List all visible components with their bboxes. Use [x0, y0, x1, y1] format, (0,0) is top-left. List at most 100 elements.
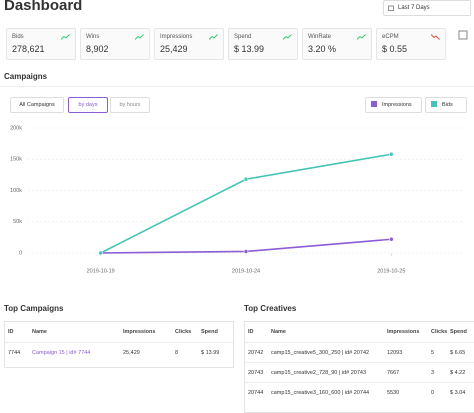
trend-icon	[209, 34, 218, 40]
header-cell: ID	[8, 329, 14, 335]
legend-item[interactable]: Impressions	[365, 97, 422, 113]
table-header: ID Name Impressions Clicks Spend	[5, 322, 233, 342]
trend-icon	[431, 34, 440, 40]
y-tick-label: 100k	[10, 188, 22, 194]
series-line	[100, 153, 392, 254]
header-cell: Name	[32, 329, 47, 335]
table-row: 7744 Campaign 15 | id# 7744 25,429 8 $ 13.99	[5, 342, 233, 363]
stat-value: $ 0.55	[382, 44, 408, 54]
stat-label: Impressions	[160, 34, 193, 40]
trend-line	[209, 34, 218, 40]
calendar-icon	[388, 5, 394, 11]
y-tick-label: 50k	[13, 219, 22, 225]
stat-card: Spend $ 13.99	[228, 28, 298, 60]
stat-value: 3.20 %	[308, 44, 337, 54]
header-cell: Spend	[201, 329, 218, 335]
table-row: 20743 camp15_creative2_728_90 | id# 20743…	[245, 362, 474, 383]
legend-label: Impressions	[382, 102, 412, 108]
cell: $ 6.65	[450, 350, 466, 356]
trend-line	[431, 34, 440, 40]
x-tick-label: 2019-10-25	[377, 268, 405, 274]
cell: camp15_creative2_728_90 | id# 20743	[271, 370, 367, 376]
trend-line	[283, 34, 292, 40]
stat-label: WinRate	[308, 34, 332, 40]
x-tick-label: 2019-10-19	[87, 268, 115, 274]
date-picker[interactable]: Last 7 Days	[383, 0, 471, 16]
cell: 25,429	[123, 350, 140, 356]
trend-line	[61, 34, 70, 40]
stat-label: eCPM	[382, 34, 399, 40]
header-cell: Spend	[450, 329, 467, 335]
date-range: Last 7 Days	[398, 5, 430, 11]
y-tick-label: 150k	[10, 157, 22, 163]
chart: 0 50k 100k 150k 200k 2019-10-19 2019-10-24 2019…	[10, 125, 464, 274]
trend-icon	[61, 34, 70, 40]
point	[389, 236, 394, 242]
cell: $ 3.04	[450, 390, 466, 396]
cell: Campaign 15 | id# 7744	[32, 350, 91, 356]
cell: camp15_creative3_160_600 | id# 20744	[271, 390, 370, 396]
page-title: Dashboard	[4, 0, 83, 14]
cell: 7744	[8, 350, 21, 356]
stat-card: WinRate 3.20 %	[302, 28, 372, 60]
cell: 7667	[387, 370, 400, 376]
x-tick-label: 2019-10-24	[232, 268, 260, 274]
campaign-filter[interactable]: All Campaigns	[10, 97, 64, 113]
cell: 20743	[248, 370, 264, 376]
stat-label: Wins	[86, 34, 100, 40]
cell: $ 4.22	[450, 370, 466, 376]
point	[243, 249, 249, 254]
point	[98, 250, 103, 256]
stat-card: eCPM $ 0.55	[376, 28, 446, 60]
trend-icon	[357, 34, 366, 40]
divider	[0, 86, 474, 87]
cell: 3	[431, 370, 435, 376]
header-cell: Impressions	[123, 329, 156, 335]
stat-value: 278,621	[12, 44, 45, 54]
table-row: 20742 camp15_creative5_300_250 | id# 2074…	[245, 342, 474, 363]
point	[389, 151, 394, 157]
cell: 5530	[387, 390, 400, 396]
stat-value: 25,429	[160, 44, 188, 54]
table: ID Name Impressions Clicks Spend 20742 camp15_…	[244, 321, 474, 413]
stat-card: Impressions 25,429	[154, 28, 224, 60]
header-cell: Clicks	[175, 329, 192, 335]
legend-swatch	[371, 101, 377, 107]
legend-label: Bids	[442, 102, 453, 108]
header-cell: Impressions	[387, 329, 420, 335]
cell: 20744	[248, 390, 264, 396]
settings-icon[interactable]	[458, 30, 468, 40]
legend-swatch	[431, 101, 437, 107]
tab[interactable]: by days	[68, 97, 108, 113]
trend-icon	[135, 34, 144, 40]
cell: 12093	[387, 350, 403, 356]
cell: 5	[431, 350, 435, 356]
table-header: ID Name Impressions Clicks Spend	[245, 322, 474, 342]
stat-card: Bids 278,621	[6, 28, 76, 60]
stat-value: 8,902	[86, 44, 109, 54]
stat-card: Wins 8,902	[80, 28, 150, 60]
cell: 8	[175, 350, 179, 356]
cell: 0	[431, 390, 435, 396]
stat-label: Bids	[12, 34, 24, 40]
section-title: Top Campaigns	[4, 304, 64, 313]
cell: camp15_creative5_300_250 | id# 20742	[271, 350, 370, 356]
tab[interactable]: by hours	[110, 97, 150, 113]
legend-item[interactable]: Bids	[425, 97, 467, 113]
header-cell: Name	[271, 329, 286, 335]
y-tick-label: 200k	[10, 125, 22, 131]
table: ID Name Impressions Clicks Spend 7744 Campaign…	[4, 321, 234, 368]
y-tick-label: 0	[19, 250, 22, 256]
stat-label: Spend	[234, 34, 252, 40]
trend-line	[357, 34, 366, 40]
table-row: 20744 camp15_creative3_160_600 | id# 2074…	[245, 382, 474, 403]
trend-line	[135, 34, 144, 40]
trend-icon	[283, 34, 292, 40]
cell: 20742	[248, 350, 264, 356]
point	[243, 176, 249, 182]
stat-value: $ 13.99	[234, 44, 265, 54]
section-title: Top Creatives	[244, 304, 297, 313]
cell: $ 13.99	[201, 350, 220, 356]
header-cell: ID	[248, 329, 254, 335]
